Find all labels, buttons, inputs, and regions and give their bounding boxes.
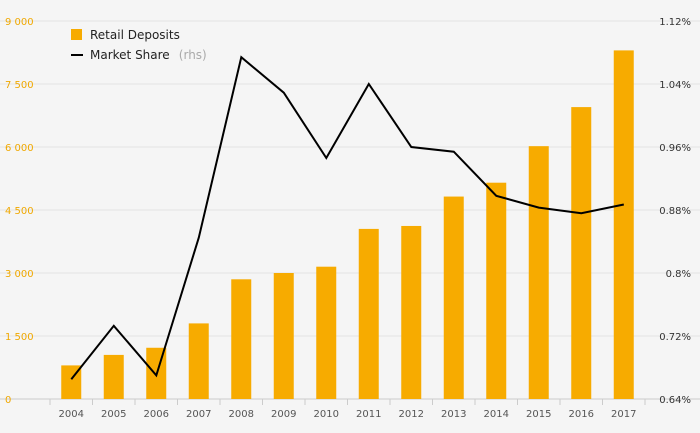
x-tick-label: 2005 xyxy=(101,409,126,420)
bar-series-retail-deposits xyxy=(61,50,634,400)
legend-label-market-share: Market Share xyxy=(90,48,170,62)
bar-2012 xyxy=(401,225,422,399)
right-tick-label: 0.64% xyxy=(659,395,691,406)
line-series-market-share xyxy=(70,55,625,380)
left-tick-label: 4 500 xyxy=(5,206,34,217)
right-tick-label: 0.72% xyxy=(659,332,691,343)
bar-2016 xyxy=(571,107,592,399)
bar-2013 xyxy=(443,196,464,399)
right-tick-label: 0.88% xyxy=(659,206,691,217)
x-tick-label: 2013 xyxy=(441,409,466,420)
bar-2015 xyxy=(528,146,549,399)
right-tick-label: 1.12% xyxy=(659,17,691,28)
x-tick-label: 2004 xyxy=(59,409,84,420)
legend-label-market-share-note: (rhs) xyxy=(179,48,207,62)
right-tick-label: 1.04% xyxy=(659,80,691,91)
left-tick-label: 9 000 xyxy=(5,17,34,28)
x-tick-label: 2017 xyxy=(611,409,636,420)
x-tick-label: 2006 xyxy=(144,409,169,420)
legend-swatch-retail-deposits xyxy=(71,29,82,40)
left-tick-label: 3 000 xyxy=(5,269,34,280)
bar-2011 xyxy=(358,228,379,399)
market-share-line xyxy=(70,55,625,380)
grid-lines xyxy=(0,20,700,405)
bar-2017 xyxy=(613,50,634,400)
bar-2014 xyxy=(486,182,507,399)
right-axis-ticks: 0.64% 0.72% 0.8% 0.88% 0.96% 1.04% 1.12% xyxy=(659,17,691,406)
legend-label-market-share-group: Market Share (rhs) xyxy=(90,44,207,63)
x-tick-label: 2007 xyxy=(186,409,211,420)
bar-2010 xyxy=(316,266,337,399)
left-tick-label: 6 000 xyxy=(5,143,34,154)
left-tick-label: 1 500 xyxy=(5,332,34,343)
right-tick-label: 0.8% xyxy=(666,269,691,280)
left-tick-label: 0 xyxy=(5,395,11,406)
x-axis-ticks: 2004 2005 2006 2007 2008 2009 2010 2011 2012 2013… xyxy=(59,409,637,420)
x-tick-label: 2016 xyxy=(569,409,594,420)
x-tick-label: 2015 xyxy=(526,409,551,420)
legend-label-retail-deposits: Retail Deposits xyxy=(90,28,180,42)
x-tick-label: 2010 xyxy=(314,409,339,420)
x-tick-label: 2012 xyxy=(399,409,424,420)
left-tick-label: 7 500 xyxy=(5,80,34,91)
legend: Retail Deposits Market Share (rhs) xyxy=(71,28,207,63)
x-tick-label: 2014 xyxy=(484,409,509,420)
left-axis-ticks: 0 1 500 3 000 4 500 6 000 7 500 9 000 xyxy=(5,17,34,406)
bar-2009 xyxy=(273,273,294,399)
bar-2008 xyxy=(231,279,252,399)
x-tick-label: 2008 xyxy=(229,409,254,420)
right-tick-label: 0.96% xyxy=(659,143,691,154)
x-tick-label: 2009 xyxy=(271,409,296,420)
bar-2005 xyxy=(103,354,124,399)
bar-2007 xyxy=(188,323,209,399)
x-tick-label: 2011 xyxy=(356,409,381,420)
